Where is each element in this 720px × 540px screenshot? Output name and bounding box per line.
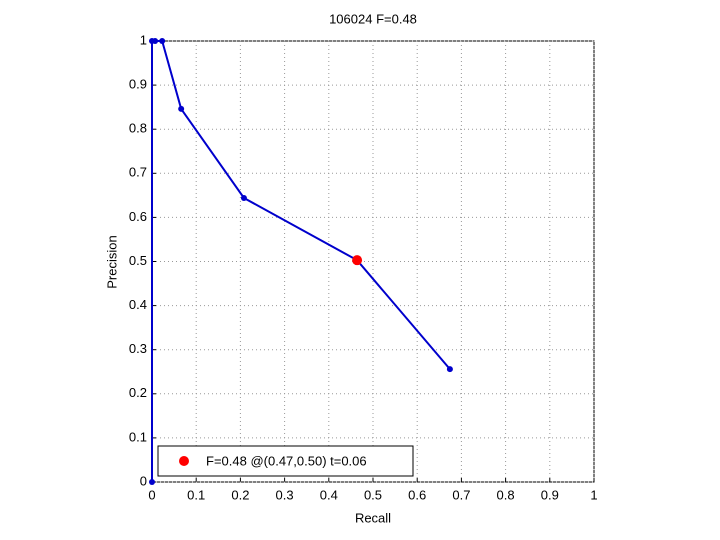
point [178, 105, 185, 112]
y-tick-label: 0.7 [129, 165, 147, 180]
legend-box [157, 445, 414, 477]
y-tick-label: 0.9 [129, 77, 147, 92]
y-axis-label: Precision [104, 235, 119, 288]
x-tick-label: 0.9 [541, 487, 559, 502]
x-tick-label: 0.2 [231, 487, 249, 502]
y-tick-label: 1 [140, 32, 147, 47]
point [152, 38, 159, 44]
point [159, 38, 166, 44]
x-tick-label: 0.1 [187, 487, 205, 502]
y-tick-label: 0 [140, 473, 147, 488]
y-tick-label: 0.4 [129, 297, 147, 312]
y-tick-label: 0.8 [129, 121, 147, 136]
y-tick-label: 0.5 [129, 253, 147, 268]
point [149, 479, 155, 485]
point [446, 366, 453, 373]
y-tick-label: 0.3 [129, 341, 147, 356]
legend-label: F=0.48 @(0.47,0.50) t=0.06 [206, 453, 367, 468]
legend-marker [179, 456, 189, 466]
y-tick-label: 0.6 [129, 209, 147, 224]
x-tick-label: 0.6 [408, 487, 426, 502]
x-tick-label: 0.5 [364, 487, 382, 502]
x-tick-label: 0.3 [276, 487, 294, 502]
chart-title: 106024 F=0.48 [329, 11, 417, 26]
x-tick-label: 1 [590, 487, 597, 502]
x-tick-label: 0.4 [320, 487, 338, 502]
best-point [352, 255, 363, 266]
x-tick-label: 0.7 [452, 487, 470, 502]
x-axis-label: Recall [355, 510, 391, 525]
y-tick-label: 0.2 [129, 385, 147, 400]
y-tick-label: 0.1 [129, 429, 147, 444]
x-tick-label: 0.8 [497, 487, 515, 502]
point [240, 194, 247, 201]
x-tick-label: 0 [148, 487, 155, 502]
